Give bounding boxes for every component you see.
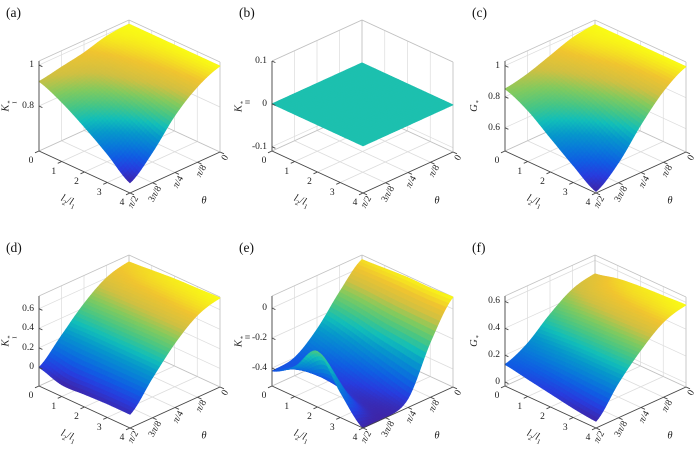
z-axis-tick-label: 0 [262,98,267,109]
subplot-c: (c) 0.6 0.8 1 0 1 2 3 4 0 π/8 π/4 3π/8 π/2 l2/l1 θ G * [466,0,700,235]
z-axis-label: K * I [0,100,19,112]
z-axis-tick-label: 0.8 [488,91,500,102]
x-axis-tick-label: 0 [261,156,267,166]
z-axis-tick-label: 0.2 [22,342,34,353]
z-axis-tick-label: 0 [29,362,34,373]
x-axis-tick-label: 4 [352,198,358,208]
x-axis-tick-label: 1 [51,401,57,412]
z-axis-tick-label: -0.2 [251,333,267,343]
x-axis-tick-label: 0 [28,391,34,401]
z-axis-tick-label: 0.4 [488,323,500,334]
surface-plot-canvas [466,235,700,470]
x-axis-tick-label: 4 [119,198,125,208]
x-axis-tick-label: 3 [562,422,568,433]
subplot-caption: (e) [239,240,254,255]
z-axis-label: K * II [233,334,252,348]
z-axis-tick-label: 0.4 [22,323,34,334]
x-axis-tick-label: 4 [585,198,591,208]
x-axis-tick-label: 1 [517,166,523,177]
subplot-a: (a) 0.8 1 0 1 2 3 4 0 π/8 π/4 3π/8 π/2 l2/l1 θ K * I [0,0,234,235]
subplot-f: (f) 0 0.2 0.4 0.6 0 1 2 3 4 0 π/8 π/4 3π/8 π/2 l2/l1 θ G… [466,235,700,470]
x-axis-tick-label: 0 [494,156,500,166]
z-axis-tick-label: 0 [495,376,500,387]
x-axis-tick-label: 4 [352,433,358,443]
x-axis-tick-label: 0 [28,156,34,166]
z-axis-label: G * [469,100,482,112]
x-axis-tick-label: 0 [261,391,267,401]
subplot-caption: (f) [472,240,486,255]
x-axis-tick-label: 1 [517,401,523,412]
x-axis-tick-label: 2 [307,412,312,422]
x-axis-tick-label: 0 [494,391,500,401]
surface-plot-canvas [466,0,700,235]
x-axis-tick-label: 1 [51,166,57,177]
z-axis-tick-label: 0.6 [22,303,34,314]
z-axis-label: G * [469,335,482,347]
z-axis-tick-label: 0.6 [488,122,500,133]
z-axis-tick-label: 0 [262,303,267,313]
x-axis-tick-label: 3 [96,422,102,433]
x-axis-tick-label: 2 [74,412,79,422]
z-axis-tick-label: 1 [495,60,500,71]
surface-plot-canvas [0,235,234,470]
subplot-caption: (c) [472,5,487,20]
theta-axis-label: θ [434,430,440,442]
x-axis-tick-label: 2 [540,177,545,187]
theta-axis-label: θ [434,195,440,207]
surface-plot-canvas [0,0,234,235]
x-axis-tick-label: 2 [74,177,79,187]
x-axis-tick-label: 4 [585,433,591,443]
subplot-e: (e) -0.4 -0.2 0 0 1 2 3 4 0 π/8 π/4 3π/8 π/2 l2/l1 θ K *… [233,235,467,470]
z-axis-tick-label: 1 [29,60,34,71]
x-axis-tick-label: 3 [329,187,335,198]
z-axis-tick-label: 0.8 [22,101,34,111]
x-axis-tick-label: 3 [96,187,102,198]
z-axis-tick-label: -0.4 [251,363,267,373]
z-axis-tick-label: 0.2 [488,350,500,361]
z-axis-tick-label: 0.1 [255,56,267,66]
x-axis-tick-label: 3 [329,422,335,433]
subplot-caption: (d) [6,240,22,255]
surface-plot-canvas [233,235,467,470]
x-axis-tick-label: 4 [119,433,125,443]
subplot-caption: (a) [6,5,21,20]
theta-axis-label: θ [667,195,673,207]
theta-axis-label: θ [201,430,207,442]
x-axis-tick-label: 1 [284,401,290,412]
z-axis-tick-label: 0.6 [488,296,500,307]
z-axis-tick-label: -0.1 [251,141,267,152]
x-axis-tick-label: 3 [562,187,568,198]
subplot-d: (d) 0 0.2 0.4 0.6 0 1 2 3 4 0 π/8 π/4 3π/8 π/2 l2/l1 θ K… [0,235,234,470]
z-axis-label: K * I [0,335,19,347]
z-axis-label: K * II [233,99,252,113]
subplot-b: (b) -0.1 0 0.1 0 1 2 3 4 0 π/8 π/4 3π/8 π/2 l2/l1 θ K * I… [233,0,467,235]
surface-plot-canvas [233,0,467,235]
x-axis-tick-label: 1 [284,166,290,177]
x-axis-tick-label: 2 [540,412,545,422]
theta-axis-label: θ [667,430,673,442]
theta-axis-label: θ [201,195,207,207]
subplot-caption: (b) [239,5,255,20]
x-axis-tick-label: 2 [307,177,312,187]
